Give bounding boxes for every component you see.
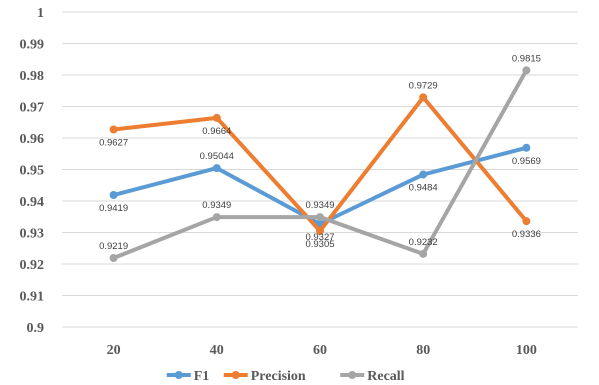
y-axis-ticks: 0.9 0.91 0.92 0.93 0.94 0.95 0.96 0.97 0.98 0.99 1 — [20, 6, 45, 336]
legend-item-f1: F1 — [166, 369, 210, 384]
series-line — [111, 145, 529, 226]
data-point — [419, 170, 428, 179]
data-point — [212, 113, 221, 122]
data-point — [522, 217, 531, 226]
series-recall — [109, 66, 531, 263]
y-tick-label: 0.93 — [20, 227, 45, 242]
x-tick-label: 40 — [210, 343, 224, 358]
series-precision — [109, 93, 531, 235]
series-lines — [109, 66, 531, 263]
data-labels: 0.9419 0.95044 0.9327 0.9484 0.9569 0.9627 0.9… — [99, 53, 541, 252]
gridlines — [62, 11, 578, 328]
data-label: 0.9336 — [512, 229, 541, 240]
data-point — [522, 143, 531, 152]
legend-label: Precision — [251, 369, 306, 384]
data-label: 0.9219 — [99, 241, 128, 252]
data-point — [109, 125, 118, 134]
data-point — [419, 249, 428, 258]
data-point — [109, 191, 118, 200]
data-label: 0.9305 — [305, 239, 334, 250]
data-label: 0.9569 — [512, 156, 541, 167]
data-label: 0.9729 — [409, 80, 438, 91]
y-tick-label: 0.97 — [20, 101, 45, 116]
data-point — [316, 226, 324, 235]
data-point — [419, 93, 428, 102]
legend-label: Recall — [367, 369, 404, 384]
y-tick-label: 0.9 — [27, 321, 45, 336]
data-point — [212, 213, 221, 222]
data-label: 0.9349 — [305, 200, 334, 211]
data-point — [522, 66, 531, 75]
y-tick-label: 0.96 — [20, 132, 45, 147]
data-label: 0.9327 — [305, 232, 334, 243]
data-point — [316, 213, 324, 222]
x-tick-label: 80 — [416, 343, 430, 358]
x-tick-label: 20 — [107, 343, 121, 358]
data-label: 0.9349 — [202, 200, 231, 211]
x-tick-label: 60 — [313, 343, 327, 358]
y-tick-label: 0.91 — [20, 290, 45, 305]
data-point — [212, 164, 221, 173]
y-tick-label: 0.95 — [20, 164, 45, 179]
legend-marker — [174, 371, 183, 379]
data-label: 0.9627 — [99, 137, 128, 148]
x-tick-label: 100 — [516, 343, 537, 358]
legend-item-precision: Precision — [223, 369, 306, 384]
data-label: 0.9232 — [409, 237, 438, 248]
y-tick-label: 0.99 — [20, 38, 45, 53]
data-label: 0.9419 — [99, 203, 128, 214]
legend-marker — [348, 371, 357, 379]
data-label: 0.9815 — [512, 53, 541, 64]
data-point — [109, 254, 118, 263]
data-label: 0.9664 — [202, 126, 231, 137]
legend: F1 Precision Recall — [166, 369, 405, 384]
legend-item-recall: Recall — [340, 369, 405, 384]
x-axis-ticks: 20 40 60 80 100 — [107, 343, 537, 358]
y-tick-label: 0.92 — [20, 258, 45, 273]
y-tick-label: 0.94 — [20, 195, 45, 210]
y-tick-label: 0.98 — [20, 69, 45, 84]
data-label: 0.9484 — [409, 183, 438, 194]
legend-label: F1 — [194, 369, 210, 384]
y-tick-label: 1 — [37, 6, 44, 21]
data-label: 0.95044 — [200, 151, 234, 162]
legend-marker — [231, 371, 240, 379]
